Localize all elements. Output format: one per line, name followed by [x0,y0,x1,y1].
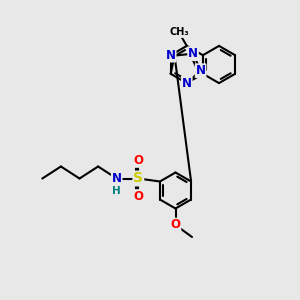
Text: N: N [182,76,192,90]
Text: S: S [133,172,143,185]
Text: H: H [112,186,121,196]
Text: N: N [196,64,206,77]
Text: O: O [133,154,143,167]
Text: N: N [112,172,122,185]
Text: N: N [188,47,198,60]
Text: O: O [170,218,181,232]
Text: N: N [166,49,176,62]
Text: CH₃: CH₃ [169,27,189,37]
Text: O: O [133,190,143,203]
